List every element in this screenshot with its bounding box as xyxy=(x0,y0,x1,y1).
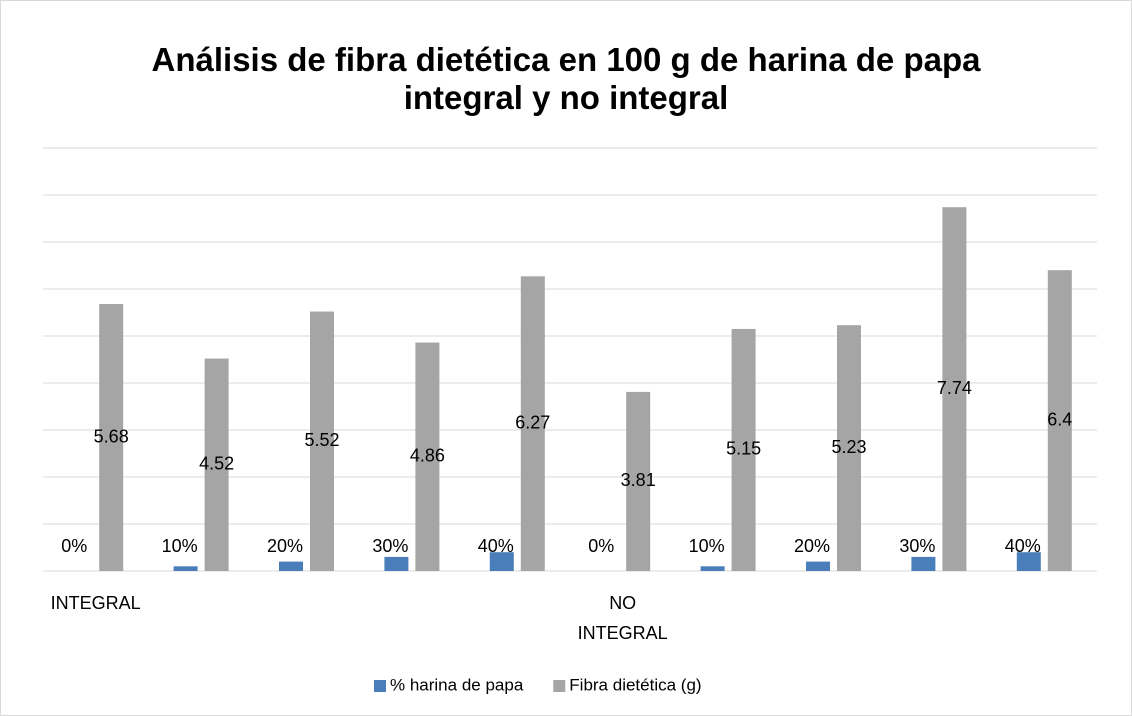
bar xyxy=(942,207,967,571)
legend-label: % harina de papa xyxy=(390,675,524,694)
data-label: 40% xyxy=(1005,536,1041,556)
bar xyxy=(204,358,229,571)
bar xyxy=(700,566,725,571)
bar xyxy=(310,311,334,571)
data-label: 10% xyxy=(162,536,198,556)
data-label: 30% xyxy=(372,536,408,556)
bar xyxy=(384,556,409,571)
data-label: 6.27 xyxy=(515,412,550,432)
data-label: 10% xyxy=(689,536,725,556)
bar xyxy=(837,325,861,571)
data-label: 4.86 xyxy=(410,446,445,466)
data-label: 5.52 xyxy=(304,430,339,450)
bar xyxy=(489,552,514,571)
data-label: 0% xyxy=(61,536,87,556)
data-label: 20% xyxy=(267,536,303,556)
data-label: 6.4 xyxy=(1047,409,1072,429)
x-tick-label: INTEGRAL xyxy=(51,593,141,613)
legend-swatch xyxy=(553,680,566,692)
bar xyxy=(173,566,198,571)
data-label: 5.68 xyxy=(94,426,129,446)
data-label: 5.23 xyxy=(831,437,866,457)
bar xyxy=(279,561,303,571)
data-label: 20% xyxy=(794,536,830,556)
data-label: 0% xyxy=(588,536,614,556)
data-label: 5.15 xyxy=(726,439,761,459)
bar xyxy=(806,561,830,571)
bar xyxy=(731,328,756,571)
bar xyxy=(520,276,545,571)
chart-title: Análisis de fibra dietética en 100 g de … xyxy=(152,41,982,116)
legend-label: Fibra dietética (g) xyxy=(569,675,701,694)
bar xyxy=(99,304,124,571)
bar xyxy=(626,391,651,571)
data-label: 30% xyxy=(899,536,935,556)
legend-swatch xyxy=(374,680,386,692)
data-label: 3.81 xyxy=(621,470,656,490)
data-label: 40% xyxy=(478,536,514,556)
data-label: 4.52 xyxy=(199,454,234,474)
bar xyxy=(1047,270,1072,571)
x-tick-label: NO INTEGRAL xyxy=(578,593,668,643)
bar xyxy=(911,556,936,571)
data-label: 7.74 xyxy=(937,378,972,398)
bar xyxy=(1016,552,1041,571)
bar xyxy=(415,342,440,571)
